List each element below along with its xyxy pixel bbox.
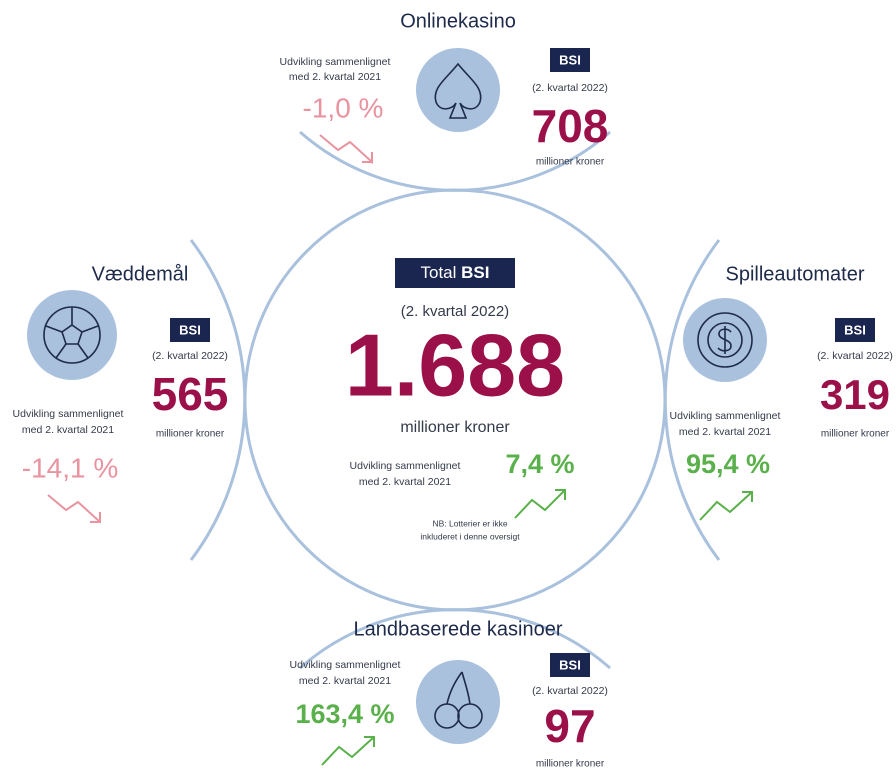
center-change-label: med 2. kvartal 2021 [359,476,451,488]
value: 708 [532,100,609,152]
change: 163,4 % [295,699,394,729]
right-arc [663,239,721,561]
icon-bg [416,48,500,132]
badge [550,653,590,677]
ball-icon [61,324,83,345]
unit: millioner kroner [156,429,225,440]
period: (2. kvartal 2022) [532,82,608,94]
badge-label: BSI [461,263,489,282]
top-arc [299,130,611,192]
cherry-icon [446,671,471,705]
change-label: med 2. kvartal 2021 [299,675,391,687]
change-label: Udvikling sammenlignet [670,410,781,422]
icon-bg [416,660,500,744]
unit: millioner kroner [821,429,890,440]
change-label: med 2. kvartal 2021 [22,424,114,436]
ball-icon [45,307,99,359]
change-label: Udvikling sammenlignet [280,56,391,68]
left-arc [189,239,247,561]
badge [835,318,875,342]
coin-icon [697,312,753,368]
change: -14,1 % [22,452,119,483]
change: 95,4 % [686,449,770,479]
change: -1,0 % [303,92,384,123]
center-change: 7,4 % [505,449,574,479]
badge-text: BSI [559,52,581,67]
up-arrow [699,491,753,521]
period: (2. kvartal 2022) [152,350,228,362]
down-arrow-head [90,512,101,523]
note: inkluderet i denne oversigt [420,531,520,541]
center-change-label: Udvikling sammenlignet [350,460,461,472]
down-arrow [47,494,101,523]
up-arrow [321,736,375,766]
segment-title: Onlinekasino [400,10,516,32]
badge-prefix: Total [421,263,457,282]
segment-title: Væddemål [92,263,189,285]
badge [550,48,590,72]
badge-text: BSI [559,657,581,672]
value: 319 [820,371,890,418]
center-badge-text: Total BSI [421,263,490,282]
coin-icon [717,326,732,354]
period: (2. kvartal 2022) [532,685,608,697]
down-arrow-head [362,152,373,163]
note: NB: Lotterier er ikke [432,518,507,528]
change-label: med 2. kvartal 2021 [679,426,771,438]
center-period: (2. kvartal 2022) [401,303,509,320]
change-label: med 2. kvartal 2021 [289,71,381,83]
icon-bg [27,290,117,380]
change-label: Udvikling sammenlignet [13,408,124,420]
badge-text: BSI [844,322,866,337]
up-arrow-head [555,489,566,500]
bottom-arc [299,608,611,670]
down-arrow [319,134,373,165]
badge [170,318,210,342]
unit: millioner kroner [536,157,605,168]
center-unit: millioner kroner [400,419,510,436]
segment-title: Landbaserede kasinoer [353,618,562,640]
segment-title: Spilleautomater [726,263,865,285]
center-badge [395,258,515,288]
value: 565 [152,368,229,420]
value: 97 [544,700,595,752]
coin-icon [707,322,743,358]
center-value: 1.688 [345,315,565,414]
badge-text: BSI [179,322,201,337]
up-arrow-head [742,491,753,502]
up-arrow [514,489,566,519]
change-label: Udvikling sammenlignet [290,659,401,671]
up-arrow-head [364,736,375,747]
spade-icon [434,62,482,119]
period: (2. kvartal 2022) [817,350,893,362]
unit: millioner kroner [536,759,605,770]
